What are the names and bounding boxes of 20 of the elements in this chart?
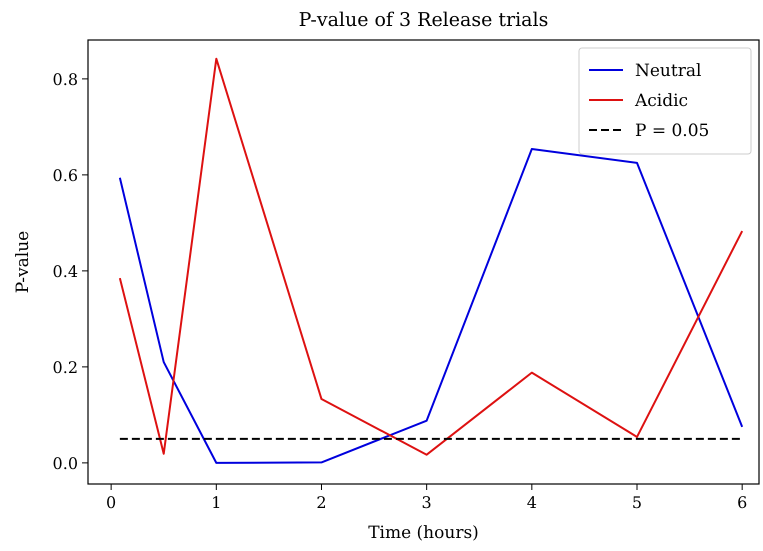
y-tick-label: 0.2 bbox=[52, 358, 78, 377]
y-tick-label: 0.8 bbox=[52, 70, 78, 89]
x-tick-label: 5 bbox=[632, 493, 642, 512]
legend-label: Acidic bbox=[634, 91, 688, 111]
legend-label: Neutral bbox=[635, 61, 702, 81]
x-tick-label: 3 bbox=[422, 493, 432, 512]
x-tick-label: 2 bbox=[316, 493, 327, 512]
x-tick-label: 1 bbox=[211, 493, 222, 512]
line-series bbox=[118, 58, 744, 456]
y-axis-title: P-value bbox=[13, 230, 33, 294]
legend-label: P = 0.05 bbox=[635, 121, 710, 141]
line-series bbox=[118, 148, 744, 464]
x-axis-title: Time (hours) bbox=[368, 523, 479, 543]
y-tick-label: 0.6 bbox=[52, 166, 78, 185]
chart-title: P-value of 3 Release trials bbox=[298, 9, 548, 31]
y-tick-label: 0.4 bbox=[52, 262, 78, 281]
y-tick-label: 0.0 bbox=[52, 454, 78, 473]
x-tick-label: 6 bbox=[737, 493, 748, 512]
x-tick-label: 4 bbox=[526, 493, 537, 512]
x-tick-label: 0 bbox=[106, 493, 116, 512]
